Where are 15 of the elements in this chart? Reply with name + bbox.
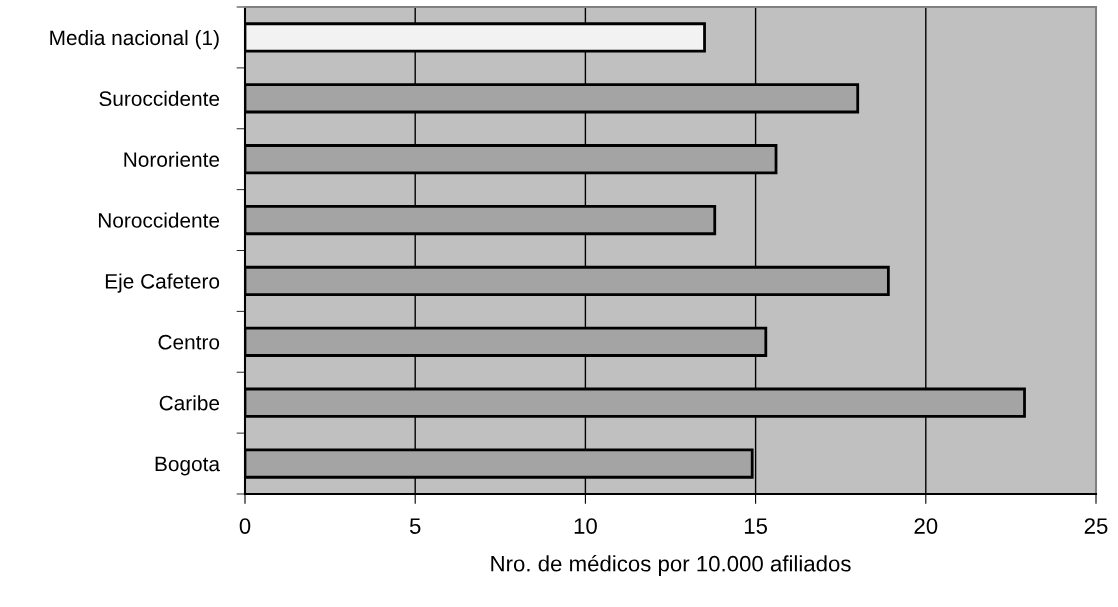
- x-axis-title: Nro. de médicos por 10.000 afiliados: [491, 554, 851, 576]
- x-tick-label: 5: [409, 518, 421, 534]
- y-tick-label: Centro: [158, 334, 220, 350]
- y-tick-label: Nororiente: [124, 151, 220, 167]
- x-tick-label: 10: [574, 518, 597, 534]
- y-tick-label: Media nacional (1): [50, 29, 219, 50]
- y-tick-label: Suroccidente: [99, 90, 220, 107]
- y-tick-label: Eje Cafetero: [105, 273, 220, 293]
- y-tick-label: Bogota: [155, 456, 220, 476]
- x-tick-label: 15: [744, 518, 768, 534]
- x-tick-label: 20: [914, 518, 938, 534]
- y-tick-label: Caribe: [159, 395, 220, 411]
- x-tick-label: 25: [1084, 518, 1108, 534]
- x-tick-label: 0: [239, 518, 251, 534]
- y-tick-label: Noroccidente: [98, 212, 220, 228]
